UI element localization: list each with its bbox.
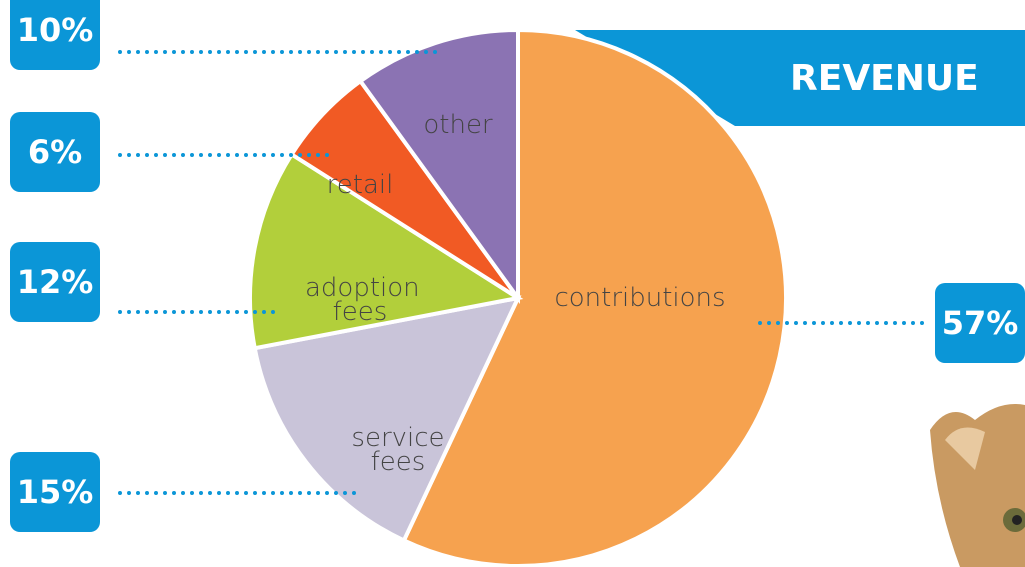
title-banner [575, 30, 1025, 126]
slice-label: service fees [351, 423, 445, 477]
percent-label: 15% [10, 452, 100, 532]
pie-slice [401, 27, 788, 567]
slice-label: contributions [554, 283, 726, 313]
pie [248, 27, 788, 567]
slice-label: adoption fees [305, 273, 420, 327]
pie-slice [252, 295, 522, 544]
pie-slice [357, 27, 520, 305]
pie-slice [248, 151, 524, 351]
percent-label: 57% [935, 283, 1025, 363]
chart-title: REVENUE [790, 58, 979, 99]
leaders [118, 50, 927, 495]
percent-label: 12% [10, 242, 100, 322]
slice-label: other [423, 110, 493, 140]
cat-photo [930, 404, 1025, 567]
slice-label: retail [326, 170, 394, 200]
percent-label: 10% [10, 0, 100, 70]
percent-label: 6% [10, 112, 100, 192]
